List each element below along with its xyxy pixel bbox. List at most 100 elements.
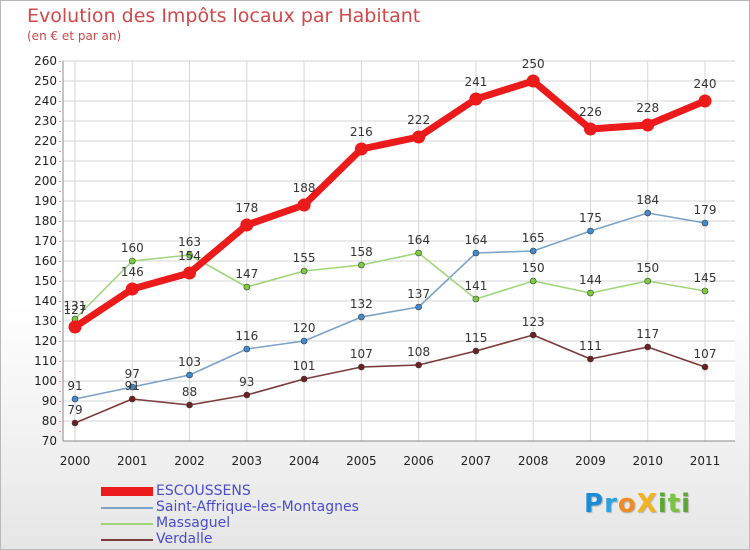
legend-label-verdalle: Verdalle <box>156 531 213 547</box>
series-1-data-label: 165 <box>522 231 545 245</box>
y-tick-label: 100 <box>34 374 57 388</box>
series-2-point <box>472 295 480 303</box>
y-tick-label: 70 <box>42 434 57 448</box>
series-0-data-label: 154 <box>178 249 201 263</box>
legend-label-escoussens: ESCOUSSENS <box>156 483 251 499</box>
series-0-point <box>412 130 426 144</box>
series-0-line <box>71 77 709 331</box>
y-tick-label: 120 <box>34 334 57 348</box>
series-0-data-label: 240 <box>694 77 717 91</box>
series-0-point <box>183 266 197 280</box>
chart-title: Evolution des Impôts locaux par Habitant <box>27 5 421 27</box>
series-1-point <box>529 247 537 255</box>
y-tick-label: 180 <box>34 214 57 228</box>
series-3-data-label: 111 <box>579 339 602 353</box>
series-0-data-label: 226 <box>579 105 602 119</box>
legend-swatch-massaguel <box>101 523 153 525</box>
y-tick-label: 220 <box>34 134 57 148</box>
series-1-data-label: 132 <box>350 297 373 311</box>
series-1-point <box>186 371 193 379</box>
series-0-point <box>526 74 540 88</box>
series-3-data-label: 123 <box>522 315 545 329</box>
legend-label-massaguel: Massaguel <box>156 515 231 531</box>
series-1-point <box>644 209 652 217</box>
series-0-point <box>68 320 82 334</box>
series-0-point <box>583 122 597 136</box>
series-3-data-label: 115 <box>464 331 487 345</box>
series-0-point <box>297 198 311 212</box>
y-tick-label: 190 <box>34 194 57 208</box>
series-1-data-label: 164 <box>464 233 487 247</box>
x-tick-label: 2007 <box>461 454 492 468</box>
legend-label-saint-affrique: Saint-Affrique-les-Montagnes <box>156 499 359 515</box>
series-1-point <box>415 303 422 311</box>
series-1-data-label: 103 <box>178 355 201 369</box>
series-0-point <box>240 218 254 232</box>
series-1-point <box>701 219 709 227</box>
y-tick-label: 210 <box>34 154 57 168</box>
series-3-point <box>587 355 594 363</box>
series-2-point <box>358 261 365 269</box>
series-1-data-label: 179 <box>694 203 717 217</box>
y-tick-label: 240 <box>34 94 57 108</box>
series-3-point <box>472 347 480 355</box>
series-2-point <box>186 251 193 259</box>
series-0-data-label: 216 <box>350 125 373 139</box>
y-tick-label: 140 <box>34 294 57 308</box>
x-tick-label: 2010 <box>632 454 663 468</box>
series-2-data-label: 131 <box>64 299 87 313</box>
y-tick-label: 80 <box>42 414 57 428</box>
logo-letter: P <box>584 489 605 519</box>
series-2-point <box>300 267 308 275</box>
series-3-data-label: 91 <box>125 379 140 393</box>
y-tick-label: 90 <box>42 394 57 408</box>
y-tick-label: 170 <box>34 234 57 248</box>
series-3-data-label: 117 <box>636 327 659 341</box>
series-3-point <box>186 401 193 409</box>
series-2-point <box>128 257 136 265</box>
series-2-data-label: 144 <box>579 273 602 287</box>
series-2-point <box>587 289 594 297</box>
legend-swatch-escoussens <box>101 487 153 496</box>
y-tick-label: 260 <box>34 54 57 68</box>
series-1-point <box>472 249 480 257</box>
series-1-data-label: 120 <box>293 321 316 335</box>
series-3-data-label: 107 <box>694 347 717 361</box>
series-0-point <box>125 282 139 296</box>
series-2-point <box>529 277 537 285</box>
y-tick-label: 150 <box>34 274 57 288</box>
series-2-data-label: 145 <box>694 271 717 285</box>
series-2-point <box>415 249 422 257</box>
series-3-point <box>243 391 251 399</box>
series-0-point <box>698 94 712 108</box>
logo-letter: t <box>667 489 682 519</box>
series-0-data-label: 228 <box>636 101 659 115</box>
series-0-point <box>641 118 655 132</box>
series-3-point <box>529 331 537 339</box>
series-1-data-label: 175 <box>579 211 602 225</box>
x-tick-label: 2000 <box>60 454 91 468</box>
y-tick-label: 230 <box>34 114 57 128</box>
series-3-point <box>701 363 709 371</box>
series-3-data-label: 108 <box>407 345 430 359</box>
x-tick-label: 2002 <box>174 454 205 468</box>
series-2-point <box>701 287 709 295</box>
series-1-data-label: 137 <box>407 287 430 301</box>
series-2-data-label: 150 <box>636 261 659 275</box>
series-0-point <box>354 142 368 156</box>
proxiti-logo: ProXiti <box>584 489 691 519</box>
x-tick-label: 2006 <box>403 454 434 468</box>
series-2-data-label: 158 <box>350 245 373 259</box>
series-3-data-label: 79 <box>67 403 82 417</box>
series-1-point <box>128 383 136 391</box>
series-3-point <box>644 343 652 351</box>
series-0-data-label: 241 <box>464 75 487 89</box>
series-3-point <box>128 395 136 403</box>
series-3-point <box>415 361 422 369</box>
logo-letter: i <box>657 489 668 519</box>
x-tick-label: 2004 <box>289 454 320 468</box>
series-2-point <box>644 277 652 285</box>
series-2-data-label: 164 <box>407 233 430 247</box>
